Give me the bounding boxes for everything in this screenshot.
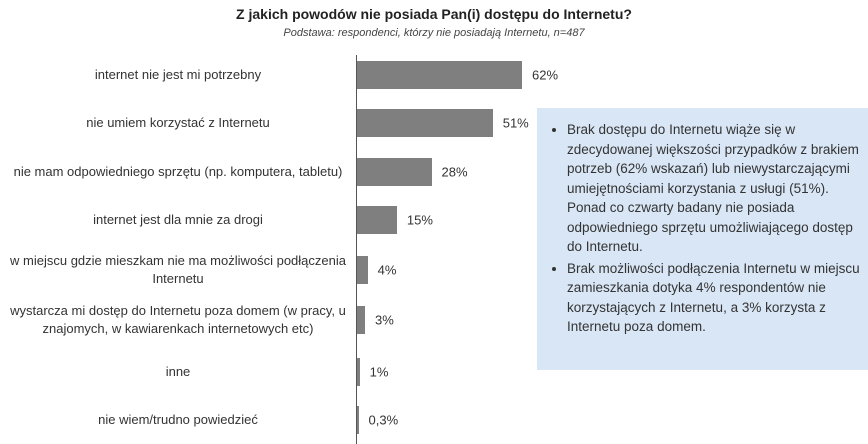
- note-bullet: Brak możliwości podłączenia Internetu w …: [567, 259, 860, 337]
- bar: [357, 406, 359, 434]
- data-label: 1%: [369, 364, 389, 380]
- category-label: nie wiem/trudno powiedzieć: [98, 412, 258, 427]
- bar: [357, 61, 522, 89]
- data-label: 3%: [374, 312, 394, 328]
- category-label: w miejscu gdzie mieszkam nie ma możliwoś…: [10, 253, 346, 286]
- category-axis-line: [356, 55, 357, 444]
- bar: [357, 358, 360, 386]
- data-label: 15%: [406, 212, 433, 228]
- note-bullet: Brak dostępu do Internetu wiąże się w zd…: [567, 120, 860, 257]
- bar: [357, 158, 432, 186]
- data-label: 62%: [532, 67, 559, 83]
- category-label: internet nie jest mi potrzebny: [94, 67, 262, 82]
- data-label: 51%: [502, 115, 529, 131]
- bar: [357, 109, 493, 137]
- data-label: 4%: [377, 262, 397, 278]
- category-label: nie umiem korzystać z Internetu: [86, 115, 270, 130]
- summary-note-box: Brak dostępu do Internetu wiąże się w zd…: [537, 108, 868, 370]
- data-label: 0,3%: [368, 412, 399, 428]
- category-label: inne: [165, 364, 191, 379]
- category-label: wystarcza mi dostęp do Internetu poza do…: [10, 303, 346, 336]
- category-label: nie mam odpowiedniego sprzętu (np. kompu…: [13, 164, 343, 179]
- category-label: internet jest dla mnie za drogi: [93, 212, 263, 227]
- data-label: 28%: [441, 164, 468, 180]
- bar: [357, 306, 365, 334]
- chart-subtitle: Podstawa: respondenci, którzy nie posiad…: [283, 27, 585, 39]
- bar: [357, 206, 397, 234]
- chart-title: Z jakich powodów nie posiada Pan(i) dost…: [236, 6, 632, 22]
- bar: [357, 256, 368, 284]
